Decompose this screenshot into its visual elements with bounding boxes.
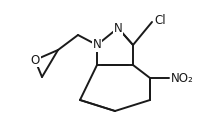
Text: O: O [30,54,40,67]
Text: Cl: Cl [154,15,166,28]
Text: NO₂: NO₂ [171,72,194,84]
Text: N: N [114,21,122,34]
Text: N: N [93,38,101,51]
